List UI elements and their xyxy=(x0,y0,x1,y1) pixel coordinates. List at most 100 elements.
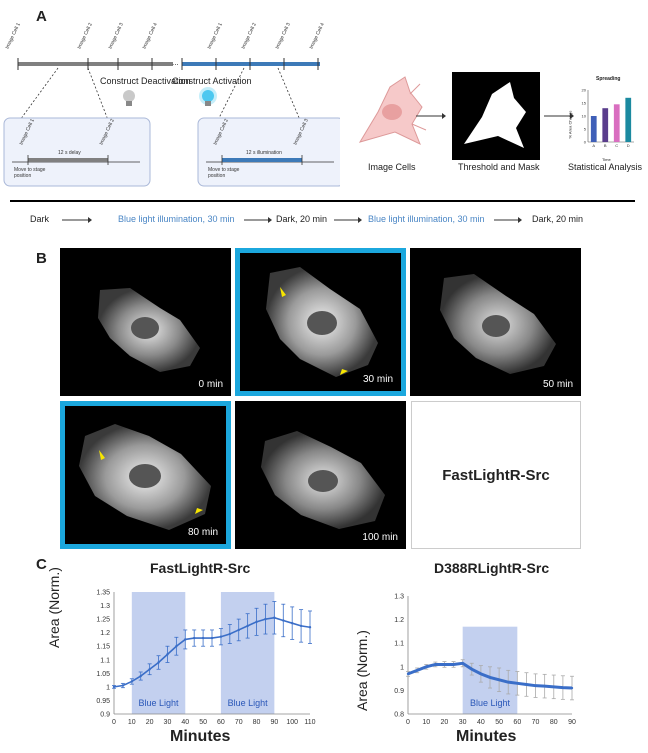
data-point xyxy=(443,663,446,666)
activation-detail-box xyxy=(197,117,340,187)
mini-y-tick-label: 10 xyxy=(582,114,587,119)
construct-label-box: FastLightR-Src xyxy=(411,401,581,549)
deact-detail-interval: 12 s delay xyxy=(58,150,81,156)
chart-1-xlabel: Minutes xyxy=(170,728,231,745)
x-tick-label: 0 xyxy=(112,719,116,726)
y-tick-label: 0.8 xyxy=(394,712,404,719)
act-detail-interval: 12 s illumination xyxy=(246,150,282,156)
data-point xyxy=(148,668,151,671)
y-tick-label: 1.3 xyxy=(100,603,110,610)
data-point xyxy=(425,665,428,668)
data-point xyxy=(184,638,187,641)
data-point xyxy=(299,624,303,628)
cell-illustration xyxy=(358,76,427,146)
chart-1-ylabel: Area (Norm.) xyxy=(46,567,62,648)
timeline-ellipsis: ... xyxy=(172,58,179,67)
cell-image-30min: 30 min xyxy=(235,248,406,396)
data-point xyxy=(290,621,294,625)
arrow-right-icon xyxy=(416,113,446,119)
protocol-step-dark-20-2: Dark, 20 min xyxy=(532,214,584,224)
cell-micrograph xyxy=(79,424,211,530)
construct-label: FastLightR-Src xyxy=(442,466,550,484)
time-label: 30 min xyxy=(362,374,393,385)
protocol-step-dark: Dark xyxy=(30,214,50,224)
blue-light-label: Blue Light xyxy=(139,698,180,708)
deactivation-timeline-bar xyxy=(18,62,173,66)
workflow-step-threshold: Threshold and Mask xyxy=(458,162,540,172)
y-tick-label: 1 xyxy=(400,664,404,671)
mini-y-tick-label: 5 xyxy=(584,127,587,132)
y-tick-label: 1.35 xyxy=(96,590,110,597)
x-tick-label: 40 xyxy=(181,719,189,726)
data-point xyxy=(255,620,258,624)
x-tick-label: 80 xyxy=(253,719,261,726)
chart-1-title: FastLightR-Src xyxy=(150,560,251,576)
data-point xyxy=(273,616,276,619)
fastlight-area-chart: Blue Light Blue Light 0.9 0.95 1 1.05 1.1 1.15 1… xyxy=(96,590,315,727)
cell-micrograph xyxy=(98,288,200,372)
timeline-schematic xyxy=(3,58,340,187)
data-point xyxy=(434,663,437,666)
activation-timeline-bar xyxy=(182,62,320,66)
cell-image-80min: 80 min xyxy=(60,401,231,549)
x-tick-label: 20 xyxy=(146,719,154,726)
data-point xyxy=(415,669,419,672)
chart-2-xlabel: Minutes xyxy=(456,728,517,745)
mini-x-tick-label: B xyxy=(604,143,607,148)
time-label: 0 min xyxy=(198,379,223,390)
mini-bar xyxy=(625,97,632,142)
data-point xyxy=(228,632,232,636)
y-tick-label: 1.2 xyxy=(100,630,110,637)
data-point xyxy=(246,624,249,628)
mini-bar xyxy=(613,104,620,142)
mini-y-tick-label: 15 xyxy=(582,101,587,106)
section-divider xyxy=(10,200,635,202)
data-point xyxy=(166,653,169,656)
data-point xyxy=(201,636,205,640)
panel-b-letter: B xyxy=(36,250,47,267)
data-point xyxy=(461,662,464,665)
data-point xyxy=(479,672,483,676)
construct-activation-caption: Construct Activation xyxy=(172,76,252,86)
time-label: 80 min xyxy=(187,527,218,538)
data-point xyxy=(470,667,473,671)
y-tick-label: 0.9 xyxy=(394,688,404,695)
y-tick-label: 1.1 xyxy=(100,657,110,664)
data-point xyxy=(175,645,178,648)
data-point xyxy=(561,686,565,689)
mini-bar xyxy=(602,108,609,142)
data-point xyxy=(210,636,214,640)
lightbulb-on-icon xyxy=(199,87,217,106)
mini-y-tick-label: 20 xyxy=(582,88,587,93)
workflow-step-stats: Statistical Analysis xyxy=(568,162,643,172)
data-point xyxy=(406,672,410,676)
x-tick-label: 80 xyxy=(550,719,558,726)
mini-bar-chart: 0 5 10 15 20 A B C D xyxy=(582,88,634,148)
x-tick-label: 70 xyxy=(532,719,540,726)
data-point xyxy=(497,678,501,681)
x-tick-label: 10 xyxy=(422,719,430,726)
time-label: 100 min xyxy=(362,532,398,543)
data-point xyxy=(130,680,134,683)
data-point xyxy=(308,626,312,629)
x-tick-label: 100 xyxy=(286,719,298,726)
x-tick-label: 70 xyxy=(235,719,243,726)
workflow-step-image-cells: Image Cells xyxy=(368,162,416,172)
mini-chart-title: Spreading xyxy=(596,76,621,82)
construct-deactivation-caption: Construct Deactivation xyxy=(100,76,191,86)
data-point xyxy=(507,680,510,684)
y-tick-label: 1.1 xyxy=(394,641,404,648)
data-point xyxy=(552,685,555,689)
data-point xyxy=(488,676,492,679)
data-point xyxy=(452,663,455,666)
x-tick-label: 0 xyxy=(406,719,410,726)
protocol-step-dark-20-1: Dark, 20 min xyxy=(276,214,328,224)
deactivation-detail-box xyxy=(3,117,151,187)
y-tick-label: 1.15 xyxy=(96,644,110,651)
mini-x-tick-label: D xyxy=(627,143,630,148)
act-detail-move: Move to stage position xyxy=(208,167,240,179)
arrow-right-icon xyxy=(544,113,574,119)
data-point xyxy=(543,684,546,688)
data-point xyxy=(516,682,519,685)
x-tick-label: 30 xyxy=(459,719,467,726)
